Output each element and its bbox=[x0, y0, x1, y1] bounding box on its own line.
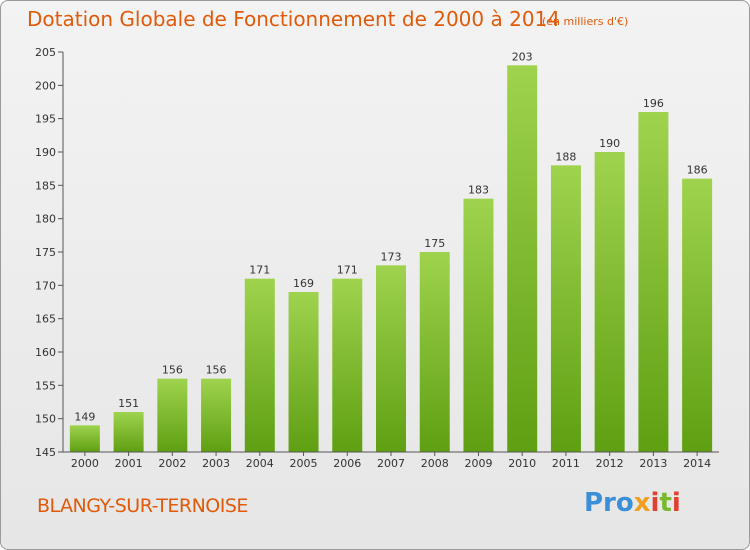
data-label-2012: 190 bbox=[599, 137, 620, 150]
x-tick-label-2003: 2003 bbox=[202, 457, 230, 470]
bar-2008 bbox=[419, 252, 450, 452]
x-tick-label-2006: 2006 bbox=[333, 457, 361, 470]
y-tick-label: 185 bbox=[35, 179, 56, 192]
x-tick-label-2011: 2011 bbox=[552, 457, 580, 470]
data-label-2001: 151 bbox=[118, 397, 139, 410]
data-label-2011: 188 bbox=[555, 150, 576, 163]
x-axis: 2000 2001 2002 2003 2004 2005 2006 2007 2008 2009… bbox=[63, 451, 719, 470]
x-tick-label-2004: 2004 bbox=[246, 457, 274, 470]
bar-2013 bbox=[638, 112, 669, 452]
bars-group: 149 151 156 156 171 169 171 173 175 183 203 188 190 1… bbox=[69, 50, 713, 453]
data-label-2003: 156 bbox=[206, 364, 227, 377]
y-axis: 145 150 155 160 165 170 175 180 185 190 195 200 205 bbox=[35, 46, 64, 459]
x-tick-label-2009: 2009 bbox=[464, 457, 492, 470]
bar-2004 bbox=[244, 278, 275, 452]
y-tick-label: 170 bbox=[35, 279, 56, 292]
data-label-2009: 183 bbox=[468, 184, 489, 197]
data-label-2002: 156 bbox=[162, 364, 183, 377]
bar-2006 bbox=[332, 278, 363, 452]
x-tick-label-2012: 2012 bbox=[596, 457, 624, 470]
x-tick-label-2010: 2010 bbox=[508, 457, 536, 470]
x-tick-label-2013: 2013 bbox=[639, 457, 667, 470]
bar-2005 bbox=[288, 292, 319, 452]
bar-2000 bbox=[69, 425, 100, 452]
bar-2009 bbox=[463, 198, 494, 452]
data-label-2005: 169 bbox=[293, 277, 314, 290]
y-tick-label: 145 bbox=[35, 446, 56, 459]
y-tick-label: 160 bbox=[35, 346, 56, 359]
y-tick-label: 150 bbox=[35, 413, 56, 426]
bar-2002 bbox=[157, 378, 188, 452]
bar-2014 bbox=[682, 178, 713, 452]
y-tick-label: 205 bbox=[35, 46, 56, 59]
y-tick-label: 155 bbox=[35, 379, 56, 392]
data-label-2004: 171 bbox=[249, 264, 270, 277]
bar-2012 bbox=[594, 152, 625, 452]
data-label-2013: 196 bbox=[643, 97, 664, 110]
bar-2001 bbox=[113, 412, 144, 452]
proxiti-logo: Proxiti bbox=[584, 488, 681, 518]
x-tick-label-2014: 2014 bbox=[683, 457, 711, 470]
data-label-2010: 203 bbox=[512, 50, 533, 63]
data-label-2008: 175 bbox=[424, 237, 445, 250]
bar-2007 bbox=[376, 265, 406, 452]
chart-title: Dotation Globale de Fonctionnement de 20… bbox=[27, 7, 560, 31]
x-tick-label-2005: 2005 bbox=[290, 457, 318, 470]
x-tick-label-2008: 2008 bbox=[421, 457, 449, 470]
bar-2010 bbox=[507, 65, 538, 452]
bar-2011 bbox=[550, 165, 581, 453]
y-tick-label: 195 bbox=[35, 113, 56, 126]
x-tick-label-2002: 2002 bbox=[158, 457, 186, 470]
y-tick-label: 190 bbox=[35, 146, 56, 159]
x-tick-label-2001: 2001 bbox=[115, 457, 143, 470]
y-tick-label: 200 bbox=[35, 79, 56, 92]
data-label-2006: 171 bbox=[337, 264, 358, 277]
y-tick-label: 180 bbox=[35, 213, 56, 226]
bar-2003 bbox=[201, 378, 232, 452]
data-label-2007: 173 bbox=[381, 250, 402, 263]
town-name: BLANGY-SUR-TERNOISE bbox=[37, 495, 248, 517]
x-tick-label-2000: 2000 bbox=[71, 457, 99, 470]
x-tick-label-2007: 2007 bbox=[377, 457, 405, 470]
data-label-2000: 149 bbox=[74, 410, 95, 423]
data-label-2014: 186 bbox=[687, 164, 708, 177]
chart-unit-note: (en milliers d'€) bbox=[542, 15, 629, 28]
y-tick-label: 175 bbox=[35, 246, 56, 259]
y-tick-label: 165 bbox=[35, 313, 56, 326]
